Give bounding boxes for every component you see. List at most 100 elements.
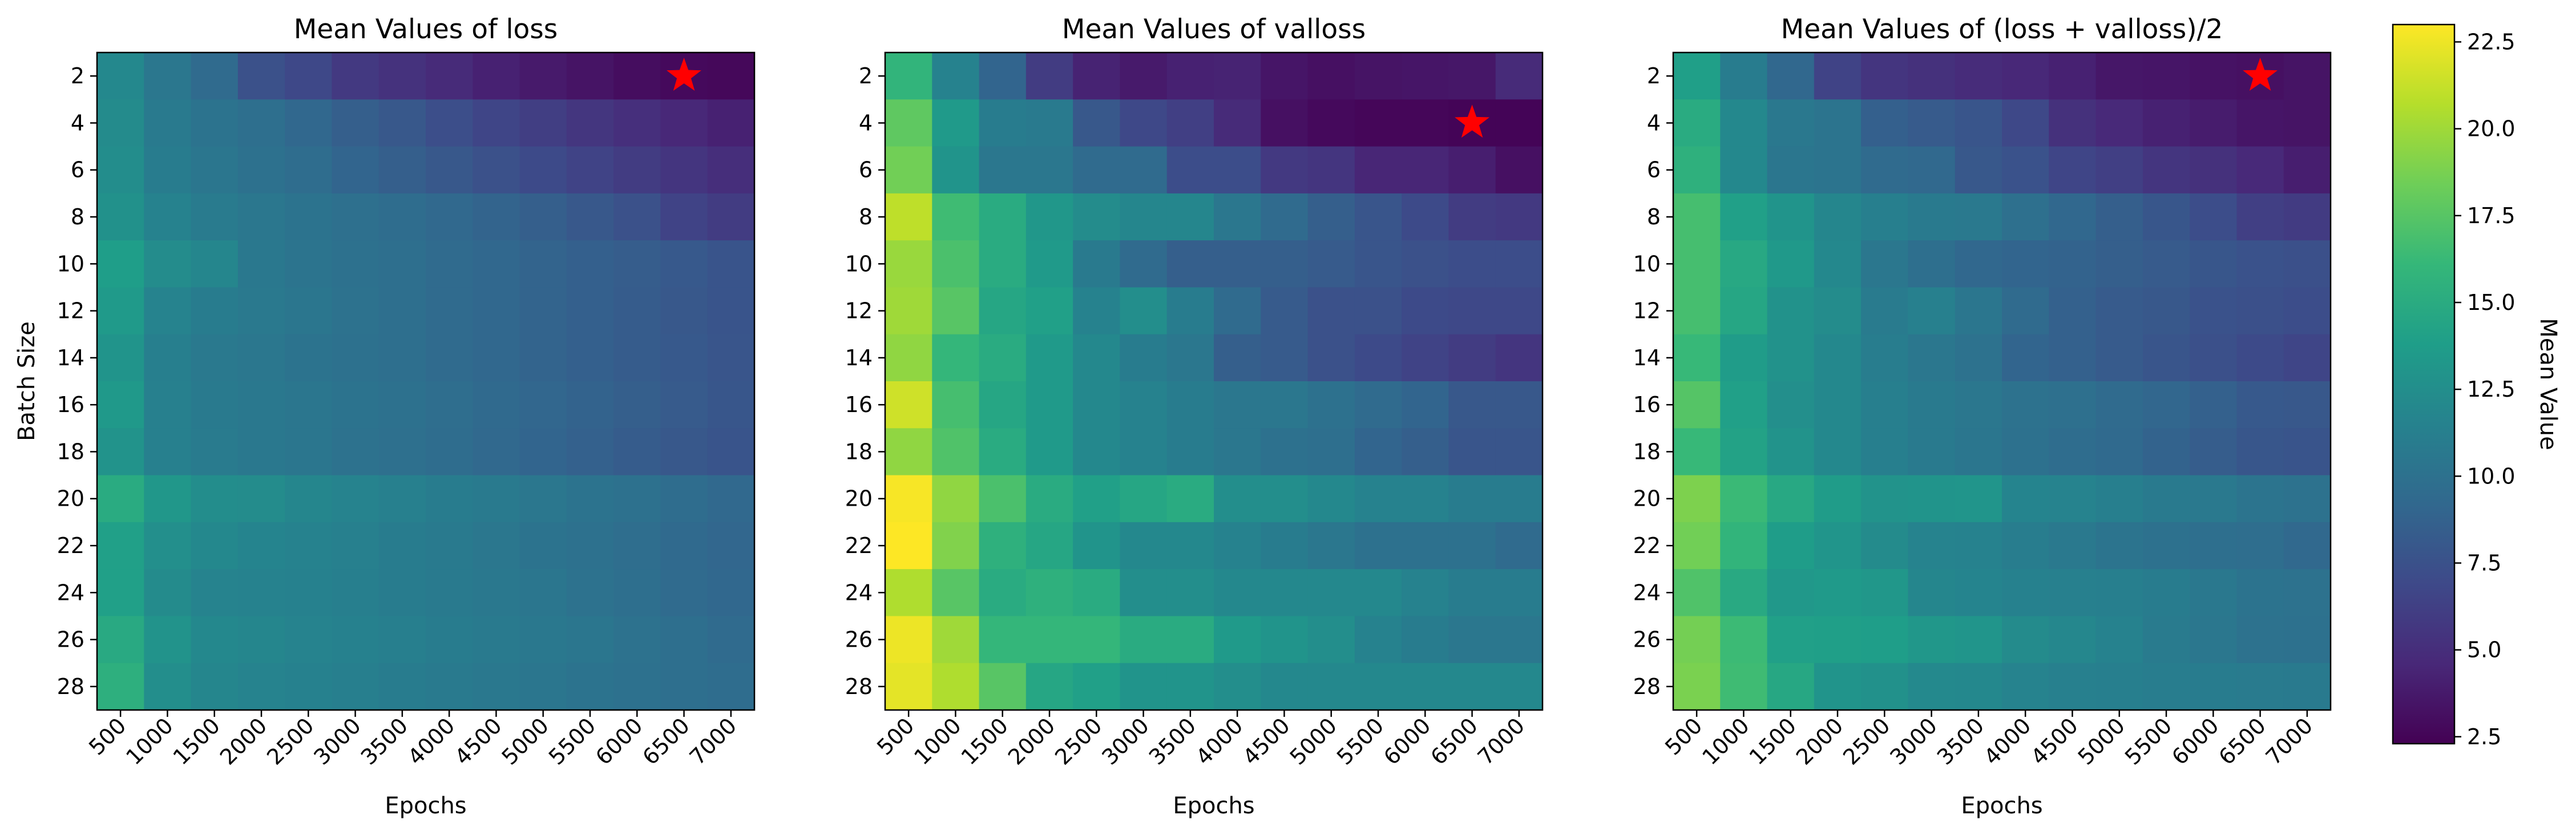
heatmap-cell [1955,522,2002,570]
x-tick-label: 4000 [1979,713,2036,770]
heatmap-cell [2283,475,2331,523]
heatmap-cell [2190,569,2238,617]
heatmap-cell [2002,287,2049,335]
heatmap-cell [1261,99,1309,147]
heatmap-cell [566,569,614,617]
heatmap-cell [1025,569,1073,617]
heatmap-cell [1673,240,1721,288]
heatmap-cell [1767,569,1815,617]
heatmap-cell [660,475,708,523]
y-tick-label: 12 [1633,298,1661,324]
heatmap-cell [2049,146,2097,194]
heatmap-cell [1673,428,1721,476]
heatmap-cell [1673,663,1721,711]
heatmap-cell [2142,428,2190,476]
colorbar-tick-label: 5.0 [2467,638,2501,663]
heatmap-cell [1767,99,1815,147]
heatmap-cell [1955,381,2002,429]
colorbar-tick-label: 10.0 [2467,463,2516,489]
heatmap-cell [144,193,192,241]
heatmap-cell [1448,240,1496,288]
heatmap-cell [707,475,755,523]
heatmap-cell [2283,334,2331,382]
heatmap-cell [519,569,567,617]
heatmap-cell [1120,287,1168,335]
heatmap-cell [1261,146,1309,194]
heatmap-cell [191,334,239,382]
heatmap-cell [1720,616,1768,664]
heatmap-cell [1025,53,1073,100]
heatmap-cell [1354,475,1402,523]
heatmap-cell [1908,334,1956,382]
heatmap-cell [2049,53,2097,100]
heatmap-cell [378,616,426,664]
colorbar-tick-label: 15.0 [2467,290,2516,315]
heatmap-cell [2236,475,2284,523]
heatmap-cell [1307,381,1355,429]
colorbar-tick-label: 17.5 [2467,203,2516,228]
heatmap-cell [1908,569,1956,617]
heatmap-cell [1955,663,2002,711]
heatmap-cell [885,99,932,147]
heatmap-cell [473,663,520,711]
heatmap-cell [1166,663,1214,711]
heatmap-cell [1073,475,1121,523]
y-tick-label: 22 [845,533,873,558]
heatmap-cell [97,53,144,100]
heatmap-cell [1354,240,1402,288]
heatmap-cell [1402,240,1449,288]
heatmap-cell [1955,240,2002,288]
x-tick-label: 3500 [1144,713,1201,770]
heatmap-cell [1861,616,1909,664]
heatmap-cell [1354,53,1402,100]
heatmap-cell [1448,334,1496,382]
heatmap-cell [566,428,614,476]
heatmap-cell [378,428,426,476]
heatmap-cell [1120,616,1168,664]
heatmap-cell [1448,193,1496,241]
heatmap-cell [885,616,932,664]
x-tick-label: 3000 [1097,713,1154,770]
x-tick-label: 7000 [685,713,742,770]
heatmap-cell [566,287,614,335]
heatmap-cell [519,240,567,288]
heatmap-cell [191,663,239,711]
heatmap-cell [1861,287,1909,335]
heatmap-cell [2283,616,2331,664]
x-tick-label: 7000 [2261,713,2318,770]
heatmap-cell [1354,334,1402,382]
heatmap-cell [2236,287,2284,335]
heatmap-cell [1354,569,1402,617]
heatmap-cell [1673,616,1721,664]
heatmap-cell [332,146,379,194]
heatmap-cell [707,99,755,147]
heatmap-cell [237,240,285,288]
y-tick-label: 18 [845,439,873,464]
heatmap-cell [660,663,708,711]
heatmap-cell [660,193,708,241]
heatmap-cell [144,522,192,570]
heatmap-cell [426,99,473,147]
heatmap-cell [566,334,614,382]
heatmap-cell [2283,193,2331,241]
y-tick-label: 20 [57,486,84,511]
heatmap-cell [1166,146,1214,194]
heatmap-cell [979,53,1027,100]
heatmap-cell [1861,53,1909,100]
heatmap-cell [660,99,708,147]
heatmap-cell [191,193,239,241]
heatmap-cell [1767,428,1815,476]
heatmap-cell [285,522,333,570]
heatmap-cell [1073,240,1121,288]
heatmap-cell [1214,240,1261,288]
heatmap-cell [1955,193,2002,241]
heatmap-cell [1955,428,2002,476]
heatmap-cell [2095,146,2143,194]
y-tick-label: 12 [57,298,84,324]
heatmap-cell [707,287,755,335]
heatmap-cell [191,381,239,429]
heatmap-cell [2095,522,2143,570]
x-tick-label: 5500 [544,713,601,770]
heatmap-cell [707,146,755,194]
heatmap-cell [2142,522,2190,570]
